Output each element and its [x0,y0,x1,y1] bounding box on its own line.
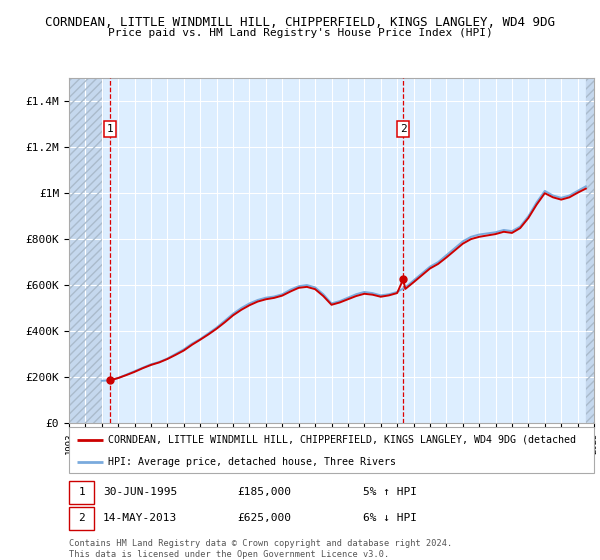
Text: £185,000: £185,000 [237,487,291,497]
Bar [69,507,94,530]
Text: 1: 1 [107,124,113,134]
Bar [69,78,102,423]
Bar [586,78,594,423]
Text: Price paid vs. HM Land Registry's House Price Index (HPI): Price paid vs. HM Land Registry's House … [107,28,493,38]
Text: 6% ↓ HPI: 6% ↓ HPI [363,513,417,523]
Text: 30-JUN-1995: 30-JUN-1995 [103,487,178,497]
Text: 1: 1 [78,487,85,497]
Text: CORNDEAN, LITTLE WINDMILL HILL, CHIPPERFIELD, KINGS LANGLEY, WD4 9DG (detached: CORNDEAN, LITTLE WINDMILL HILL, CHIPPERF… [109,435,577,445]
Text: 5% ↑ HPI: 5% ↑ HPI [363,487,417,497]
Bar [69,481,94,503]
Text: CORNDEAN, LITTLE WINDMILL HILL, CHIPPERFIELD, KINGS LANGLEY, WD4 9DG: CORNDEAN, LITTLE WINDMILL HILL, CHIPPERF… [45,16,555,29]
Text: 2: 2 [400,124,407,134]
Text: 14-MAY-2013: 14-MAY-2013 [103,513,178,523]
Text: HPI: Average price, detached house, Three Rivers: HPI: Average price, detached house, Thre… [109,457,397,466]
Text: 2: 2 [78,513,85,523]
Bar [69,78,102,423]
Text: Contains HM Land Registry data © Crown copyright and database right 2024.
This d: Contains HM Land Registry data © Crown c… [69,539,452,559]
Text: £625,000: £625,000 [237,513,291,523]
Bar [586,78,594,423]
